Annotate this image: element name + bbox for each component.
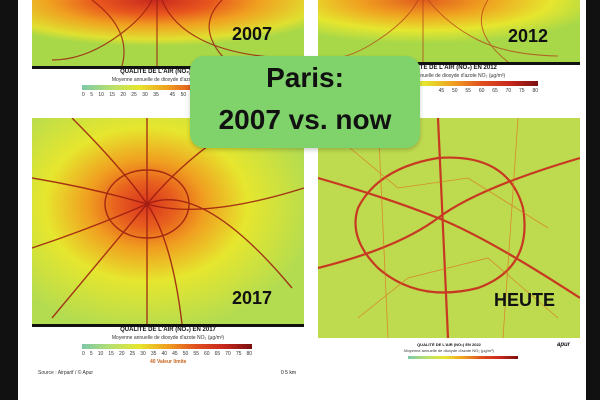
scale-tick: 70 xyxy=(225,351,231,357)
map-panel-now: HEUTE QUALITÉ DE L'AIR (NO₂) EN 2022 Moy… xyxy=(318,118,580,400)
legend-title: QUALITÉ DE L'AIR (NO₂) EN 2022 xyxy=(417,342,481,347)
legend-now: QUALITÉ DE L'AIR (NO₂) EN 2022 Moyenne a… xyxy=(318,340,580,400)
overlay-comparison: 2007 vs. now xyxy=(218,104,392,135)
legend-subtitle: Moyenne annuelle de dioxyde d'azote NO₂ … xyxy=(111,335,225,341)
scale-tick: 35 xyxy=(150,351,157,357)
scale-tick: 50 xyxy=(182,351,189,357)
map-panel-2007: 2007 QUALITÉ DE L'AIR (NO₂) EN 2007 Moye… xyxy=(32,0,304,104)
divider-line xyxy=(32,324,304,327)
scale-tick: 60 xyxy=(478,88,485,94)
legend-subtitle: Moyenne annuelle de dioxyde d'azote NO₂ … xyxy=(404,348,494,353)
scale-tick: 55 xyxy=(193,351,199,357)
color-scale-ticks: 45 50 55 60 65 70 75 80 xyxy=(368,88,538,94)
legend-subtitle: Moyenne annuelle de dioxyde d'azote NO₂ … xyxy=(392,73,506,79)
no2-map-2012 xyxy=(318,0,580,62)
apur-logo: apur xyxy=(556,342,570,348)
scale-tick: 50 xyxy=(180,92,187,98)
scale-tick: 15 xyxy=(108,351,114,357)
legend-2017: QUALITÉ DE L'AIR (NO₂) EN 2017 Moyenne a… xyxy=(32,327,304,400)
scale-tick: 0 xyxy=(82,92,85,98)
scale-tick: 10 xyxy=(98,92,104,98)
scale-tick: 45 xyxy=(438,88,445,94)
scale-tick: 75 xyxy=(235,351,242,357)
color-scale-bar xyxy=(408,356,518,359)
scale-tick: 10 xyxy=(97,351,104,357)
divider-line xyxy=(318,62,580,65)
limit-value-label: 40 Valeur limite xyxy=(150,359,187,365)
scale-tick: 80 xyxy=(532,88,538,94)
scale-tick: 50 xyxy=(452,88,458,94)
scale-tick: 45 xyxy=(172,351,178,357)
scale-tick: 80 xyxy=(246,351,252,357)
scale-tick: 5 xyxy=(89,351,93,357)
year-label-2017: 2017 xyxy=(232,288,273,308)
scale-tick: 20 xyxy=(120,92,126,98)
scale-tick: 15 xyxy=(109,92,115,98)
scale-tick: 35 xyxy=(153,92,159,98)
color-scale-ticks: 0 5 10 15 20 25 30 35 40 45 50 55 60 65 70 75 80 xyxy=(82,351,252,357)
scale-tick: 30 xyxy=(142,92,148,98)
title-overlay: Paris: 2007 vs. now xyxy=(190,56,420,148)
scale-tick: 65 xyxy=(214,351,221,357)
scale-tick: 55 xyxy=(465,88,471,94)
map-panel-2017: 2017 apur QUALITÉ DE L'AIR (NO₂) EN 2017… xyxy=(32,118,304,400)
divider-line xyxy=(32,66,304,69)
scale-tick: 60 xyxy=(203,351,210,357)
scale-tick: 20 xyxy=(118,351,125,357)
scale-tick: 30 xyxy=(140,351,146,357)
legend-title: QUALITÉ DE L'AIR (NO₂) EN 2007 xyxy=(120,69,216,75)
scale-tick: 5 xyxy=(90,92,93,98)
year-label-2012: 2012 xyxy=(508,26,549,46)
scale-tick: 70 xyxy=(505,88,512,94)
scale-tick: 25 xyxy=(129,351,136,357)
no2-map-now xyxy=(318,118,580,338)
scale-tick: 65 xyxy=(492,88,498,94)
scale-bar-km: 0 5 km xyxy=(280,370,296,376)
legend-subtitle: Moyenne annuelle de dioxyde d'azote NO₂ … xyxy=(111,77,225,83)
year-label-2007: 2007 xyxy=(232,24,273,44)
legend-title: QUALITÉ DE L'AIR (NO₂) EN 2012 xyxy=(401,65,497,71)
year-label-now: HEUTE xyxy=(494,290,556,310)
no2-map-2017 xyxy=(32,118,304,324)
scale-tick: 25 xyxy=(131,92,137,98)
scale-tick: 45 xyxy=(169,92,176,98)
color-scale-bar xyxy=(82,85,252,90)
color-scale-bar xyxy=(82,344,252,349)
scale-tick: 0 xyxy=(82,351,85,357)
legend-title: QUALITÉ DE L'AIR (NO₂) EN 2017 xyxy=(120,327,216,333)
scale-tick: 40 xyxy=(161,351,167,357)
overlay-city: Paris: xyxy=(266,62,344,93)
scale-tick: 75 xyxy=(519,88,525,94)
source-credit: Source : Airparif / © Apur xyxy=(38,370,94,376)
color-scale-bar xyxy=(368,81,538,86)
